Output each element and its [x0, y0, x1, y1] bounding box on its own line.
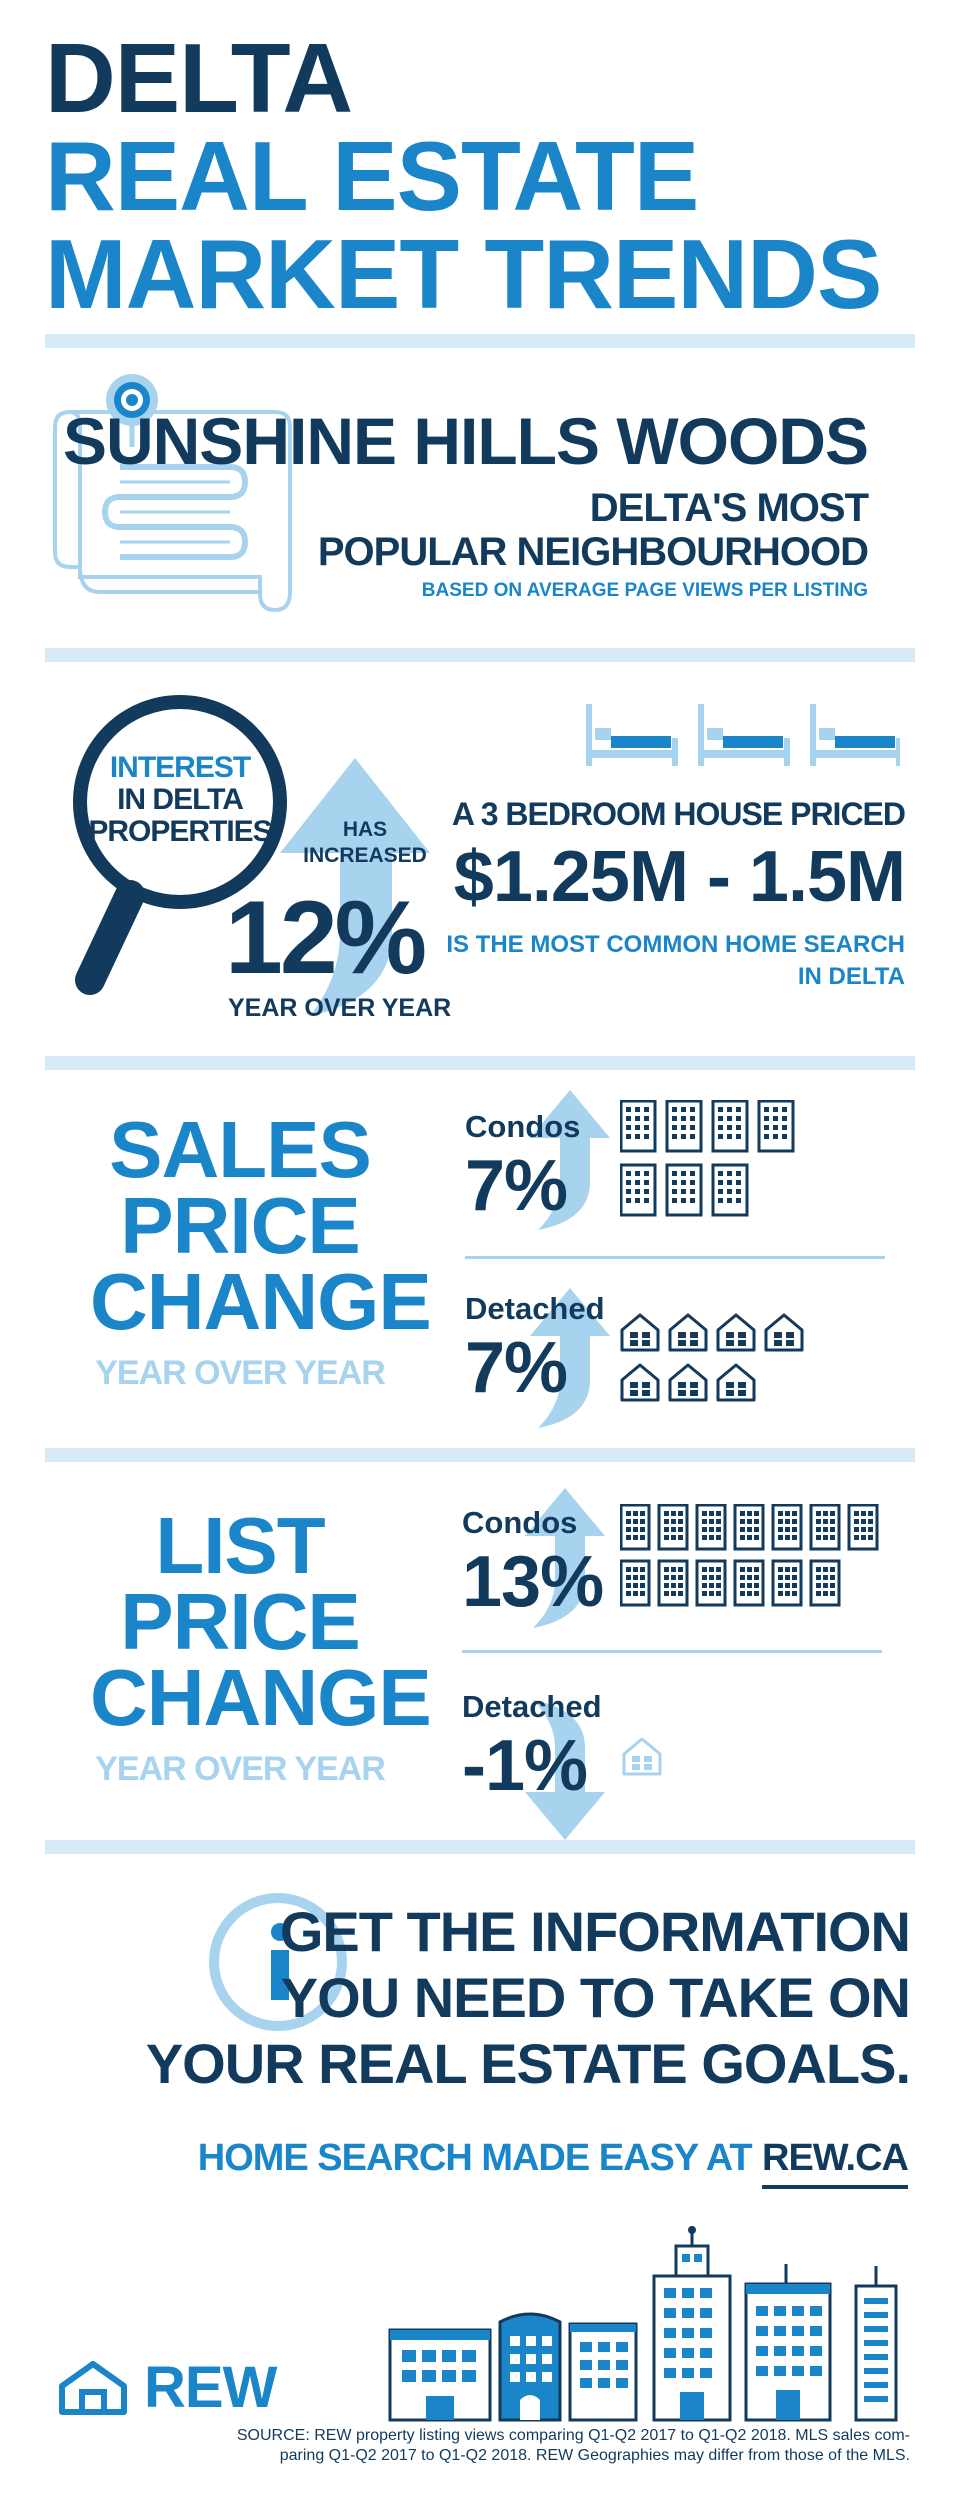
list-condos-label: Condos: [462, 1505, 578, 1540]
section-divider: [45, 1840, 915, 1854]
title-line-2: REAL ESTATE: [45, 121, 699, 231]
up-arrow-icon: [280, 758, 430, 1018]
common-search-intro: A 3 BEDROOM HOUSE PRICED: [451, 796, 906, 832]
rew-logo[interactable]: REW: [58, 2358, 318, 2418]
source-line-2: paring Q1-Q2 2017 to Q1-Q2 2018. REW Geo…: [279, 2447, 910, 2464]
house-logo-icon: [59, 2361, 127, 2415]
list-subtitle: YEAR OVER YEAR: [95, 1750, 386, 1788]
section-divider: [45, 1056, 915, 1070]
cta-link-prefix: HOME SEARCH MADE EASY AT: [197, 2137, 753, 2179]
cta-line-3: YOUR REAL ESTATE GOALS.: [145, 2032, 911, 2095]
sales-condos-value: 7%: [465, 1146, 568, 1226]
list-detached-label: Detached: [462, 1689, 602, 1724]
section-divider: [45, 334, 915, 348]
cta-line-2: YOU NEED TO TAKE ON: [280, 1966, 911, 2029]
condo-icon-grid: [620, 1504, 890, 1614]
common-search-outro-1: IS THE MOST COMMON HOME SEARCH: [446, 931, 905, 958]
map-pin-icon: [50, 372, 300, 622]
rew-logo-text: REW: [144, 2355, 277, 2420]
list-title-3: CHANGE: [90, 1653, 432, 1742]
list-condos-value: 13%: [462, 1542, 604, 1622]
common-search-price: $1.25M - 1.5M: [453, 837, 906, 917]
neighbourhood-note: BASED ON AVERAGE PAGE VIEWS PER LISTING: [421, 580, 868, 601]
sales-detached-value: 7%: [465, 1328, 568, 1408]
info-icon: [208, 1892, 348, 2032]
cta-line-1: GET THE INFORMATION: [279, 1900, 911, 1963]
title-line-1: DELTA: [45, 23, 353, 133]
list-title-2: PRICE: [120, 1577, 361, 1666]
section-rule: [462, 1650, 882, 1653]
sales-title-3: CHANGE: [90, 1257, 432, 1346]
sales-condos-label: Condos: [465, 1109, 581, 1144]
interest-arrow-label-1: HAS: [342, 818, 388, 841]
up-arrow-icon: [520, 1288, 610, 1428]
up-arrow-icon: [520, 1090, 610, 1230]
condo-icon-grid: [620, 1100, 820, 1220]
common-search-outro-2: IN DELTA: [797, 963, 905, 990]
interest-caption: YEAR OVER YEAR: [228, 994, 452, 1022]
up-arrow-icon: [515, 1488, 605, 1628]
sales-title-1: SALES: [109, 1105, 372, 1194]
interest-label-3: PROPERTIES: [88, 815, 272, 848]
neighbourhood-subtitle-2: POPULAR NEIGHBOURHOOD: [317, 530, 869, 574]
house-icon-grid: [620, 1312, 820, 1412]
sales-title-2: PRICE: [120, 1181, 361, 1270]
neighbourhood-subtitle-1: DELTA'S MOST: [589, 486, 869, 530]
cityscape-illustration: [380, 2226, 920, 2422]
source-line-1: SOURCE: REW property listing views compa…: [236, 2427, 910, 2444]
neighbourhood-name: SUNSHINE HILLS WOODS: [62, 404, 869, 478]
list-title-1: LIST: [155, 1501, 325, 1590]
magnifier-icon: [68, 690, 298, 1000]
down-arrow-icon: [515, 1700, 605, 1840]
interest-arrow-label-2: INCREASED: [303, 844, 427, 867]
bed-icon-row: [585, 702, 900, 768]
sales-detached-label: Detached: [465, 1291, 605, 1326]
cta-link-row: HOME SEARCH MADE EASY AT REW.CA: [197, 2136, 909, 2189]
section-divider: [45, 1448, 915, 1462]
sales-subtitle: YEAR OVER YEAR: [95, 1354, 386, 1392]
title-line-3: MARKET TRENDS: [45, 219, 882, 329]
interest-label-1: INTEREST: [109, 751, 251, 784]
rew-link[interactable]: REW.CA: [762, 2137, 909, 2189]
house-icon: [622, 1736, 662, 1776]
section-divider: [45, 648, 915, 662]
interest-label-2: IN DELTA: [117, 783, 244, 816]
section-rule: [465, 1256, 885, 1259]
list-detached-value: -1%: [462, 1726, 588, 1806]
interest-value: 12%: [225, 880, 427, 996]
